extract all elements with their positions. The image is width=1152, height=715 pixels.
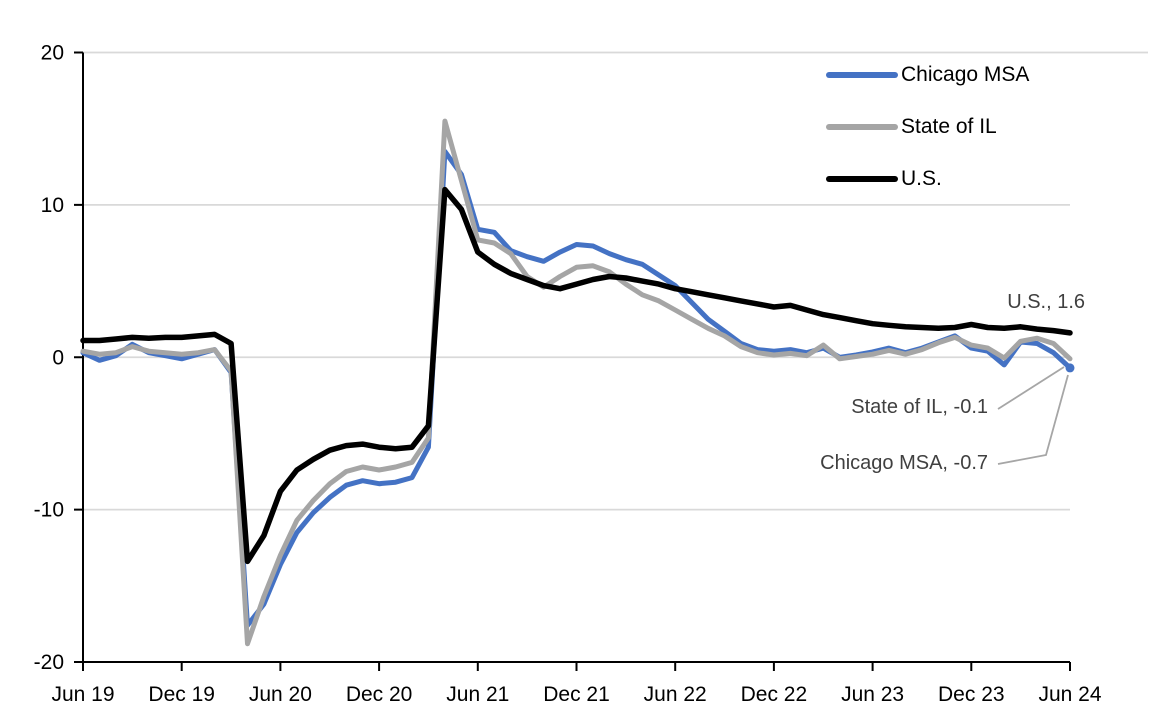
legend-item-us: U.S. [826,167,942,191]
legend-label-chicago-msa: Chicago MSA [901,63,1030,86]
x-tick-label: Dec 23 [938,683,1005,706]
x-tick-label: Dec 19 [148,683,215,706]
x-tick-label: Dec 20 [346,683,413,706]
data-label-state-of-il: State of IL, -0.1 [851,396,988,418]
x-tick-label: Dec 22 [741,683,808,706]
legend-item-chicago-msa: Chicago MSA [826,63,1029,87]
leader-line-state-of-il [997,366,1065,410]
legend-swatch-state-of-il [826,124,898,130]
x-tick-label: Jun 24 [1038,683,1101,706]
x-tick-label: Jun 21 [446,683,509,706]
data-label-us: U.S., 1.6 [1007,291,1085,313]
legend-label-state-of-il: State of IL [901,115,997,138]
x-tick-label: Jun 23 [841,683,904,706]
x-tick-label: Dec 21 [543,683,610,706]
legend-swatch-us [826,176,898,182]
data-label-chicago-msa: Chicago MSA, -0.7 [820,452,988,474]
y-tick-label: 0 [52,346,64,369]
y-tick-label: 10 [41,194,64,217]
x-tick-label: Jun 19 [51,683,114,706]
x-tick-label: Jun 22 [644,683,707,706]
series-line-state-of-il [80,118,1073,647]
endpoint-marker-chicago-msa [1065,363,1075,373]
y-tick-label: 20 [41,42,64,65]
series-line-u-s- [80,186,1073,565]
legend-label-us: U.S. [901,167,942,190]
legend-swatch-chicago-msa [826,72,898,78]
leader-line-chicago-msa [997,374,1069,465]
x-tick-label: Jun 20 [249,683,312,706]
legend-item-state-of-il: State of IL [826,115,997,139]
y-tick-label: -20 [34,651,64,674]
y-tick-label: -10 [34,499,64,522]
